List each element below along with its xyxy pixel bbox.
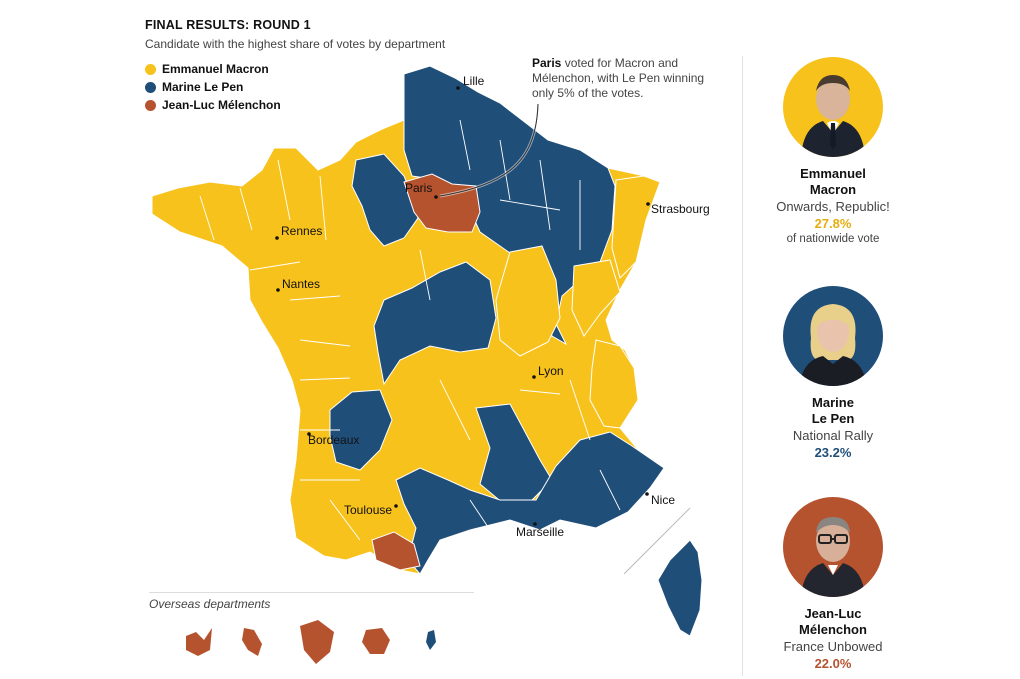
legend-item-melenchon: Jean-Luc Mélenchon — [145, 96, 281, 114]
page-subtitle: Candidate with the highest share of vote… — [145, 37, 446, 51]
legend-item-lepen: Marine Le Pen — [145, 78, 281, 96]
overseas-title: Overseas departments — [149, 597, 271, 611]
city-label-toulouse: Toulouse — [344, 503, 393, 517]
region-macron-alsace — [611, 175, 661, 279]
city-label-lille: Lille — [463, 74, 485, 88]
legend-item-macron: Emmanuel Macron — [145, 60, 281, 78]
legend: Emmanuel Macron Marine Le Pen Jean-Luc M… — [145, 60, 281, 114]
page-title: FINAL RESULTS: ROUND 1 — [145, 18, 311, 32]
candidate-card-lepen: Marine Le Pen National Rally 23.2% — [763, 286, 903, 461]
callout-bold: Paris — [532, 56, 562, 70]
city-label-paris: Paris — [405, 181, 433, 195]
region-lepen-south — [395, 431, 665, 575]
region-lepen-corsica — [657, 539, 703, 637]
overseas-guadeloupe — [186, 628, 212, 656]
overseas-divider — [149, 592, 474, 593]
candidate-party: Onwards, Republic! — [776, 199, 890, 214]
overseas-departments — [186, 620, 436, 664]
city-label-rennes: Rennes — [281, 224, 323, 238]
region-lepen-west-paris — [351, 153, 419, 247]
city-label-lyon: Lyon — [538, 364, 564, 378]
overseas-martinique — [242, 628, 262, 656]
region-melenchon-south — [371, 531, 421, 571]
department-borders — [199, 119, 621, 541]
city-label-nantes: Nantes — [282, 277, 321, 291]
candidate-pct: 27.8% — [814, 216, 852, 231]
region-macron-alps — [589, 339, 639, 429]
person-icon — [783, 497, 883, 597]
overseas-reunion — [362, 628, 390, 654]
region-melenchon-paris — [403, 173, 481, 233]
candidate-first-name: Marine — [812, 395, 854, 410]
legend-label: Jean-Luc Mélenchon — [162, 98, 281, 112]
city-label-strasbourg: Strasbourg — [651, 202, 710, 216]
candidate-pct: 22.0% — [814, 656, 852, 671]
legend-label: Emmanuel Macron — [162, 62, 269, 76]
candidate-card-melenchon: Jean-Luc Mélenchon France Unbowed 22.0% — [763, 497, 903, 672]
candidate-card-macron: Emmanuel Macron Onwards, Republic! 27.8%… — [763, 57, 903, 247]
candidate-note: of nationwide vote — [786, 233, 880, 245]
panel-divider — [742, 56, 743, 676]
overseas-guyane — [300, 620, 334, 664]
legend-swatch-macron — [145, 63, 156, 75]
candidate-first-name: Emmanuel — [800, 166, 866, 181]
city-label-nice: Nice — [651, 493, 676, 507]
legend-label: Marine Le Pen — [162, 80, 244, 94]
region-lepen-dordogne — [329, 389, 393, 471]
overseas-mayotte — [426, 630, 436, 650]
candidate-party: National Rally — [792, 428, 874, 443]
city-label-marseille: Marseille — [516, 525, 565, 539]
candidate-first-name: Jean-Luc — [804, 606, 862, 621]
candidate-last-name: Macron — [809, 182, 857, 197]
city-markers — [275, 86, 650, 526]
candidate-party: France Unbowed — [783, 639, 883, 654]
legend-swatch-lepen — [145, 81, 156, 93]
person-icon — [783, 286, 883, 386]
callout-text: voted for Macron and Mélenchon, with Le … — [532, 56, 705, 100]
candidate-last-name: Mélenchon — [799, 622, 867, 637]
city-label-bordeaux: Bordeaux — [308, 433, 360, 447]
region-lepen-centre — [373, 261, 497, 386]
region-macron-burgundy — [495, 245, 561, 357]
candidate-last-name: Le Pen — [811, 411, 855, 426]
candidate-pct: 23.2% — [814, 445, 852, 460]
france-map — [151, 65, 703, 664]
paris-callout: Paris voted for Macron and Mélenchon, wi… — [532, 56, 707, 101]
region-macron-jura — [571, 259, 621, 337]
corsica-separator — [623, 507, 691, 575]
person-icon — [783, 57, 883, 157]
legend-swatch-melenchon — [145, 99, 156, 111]
